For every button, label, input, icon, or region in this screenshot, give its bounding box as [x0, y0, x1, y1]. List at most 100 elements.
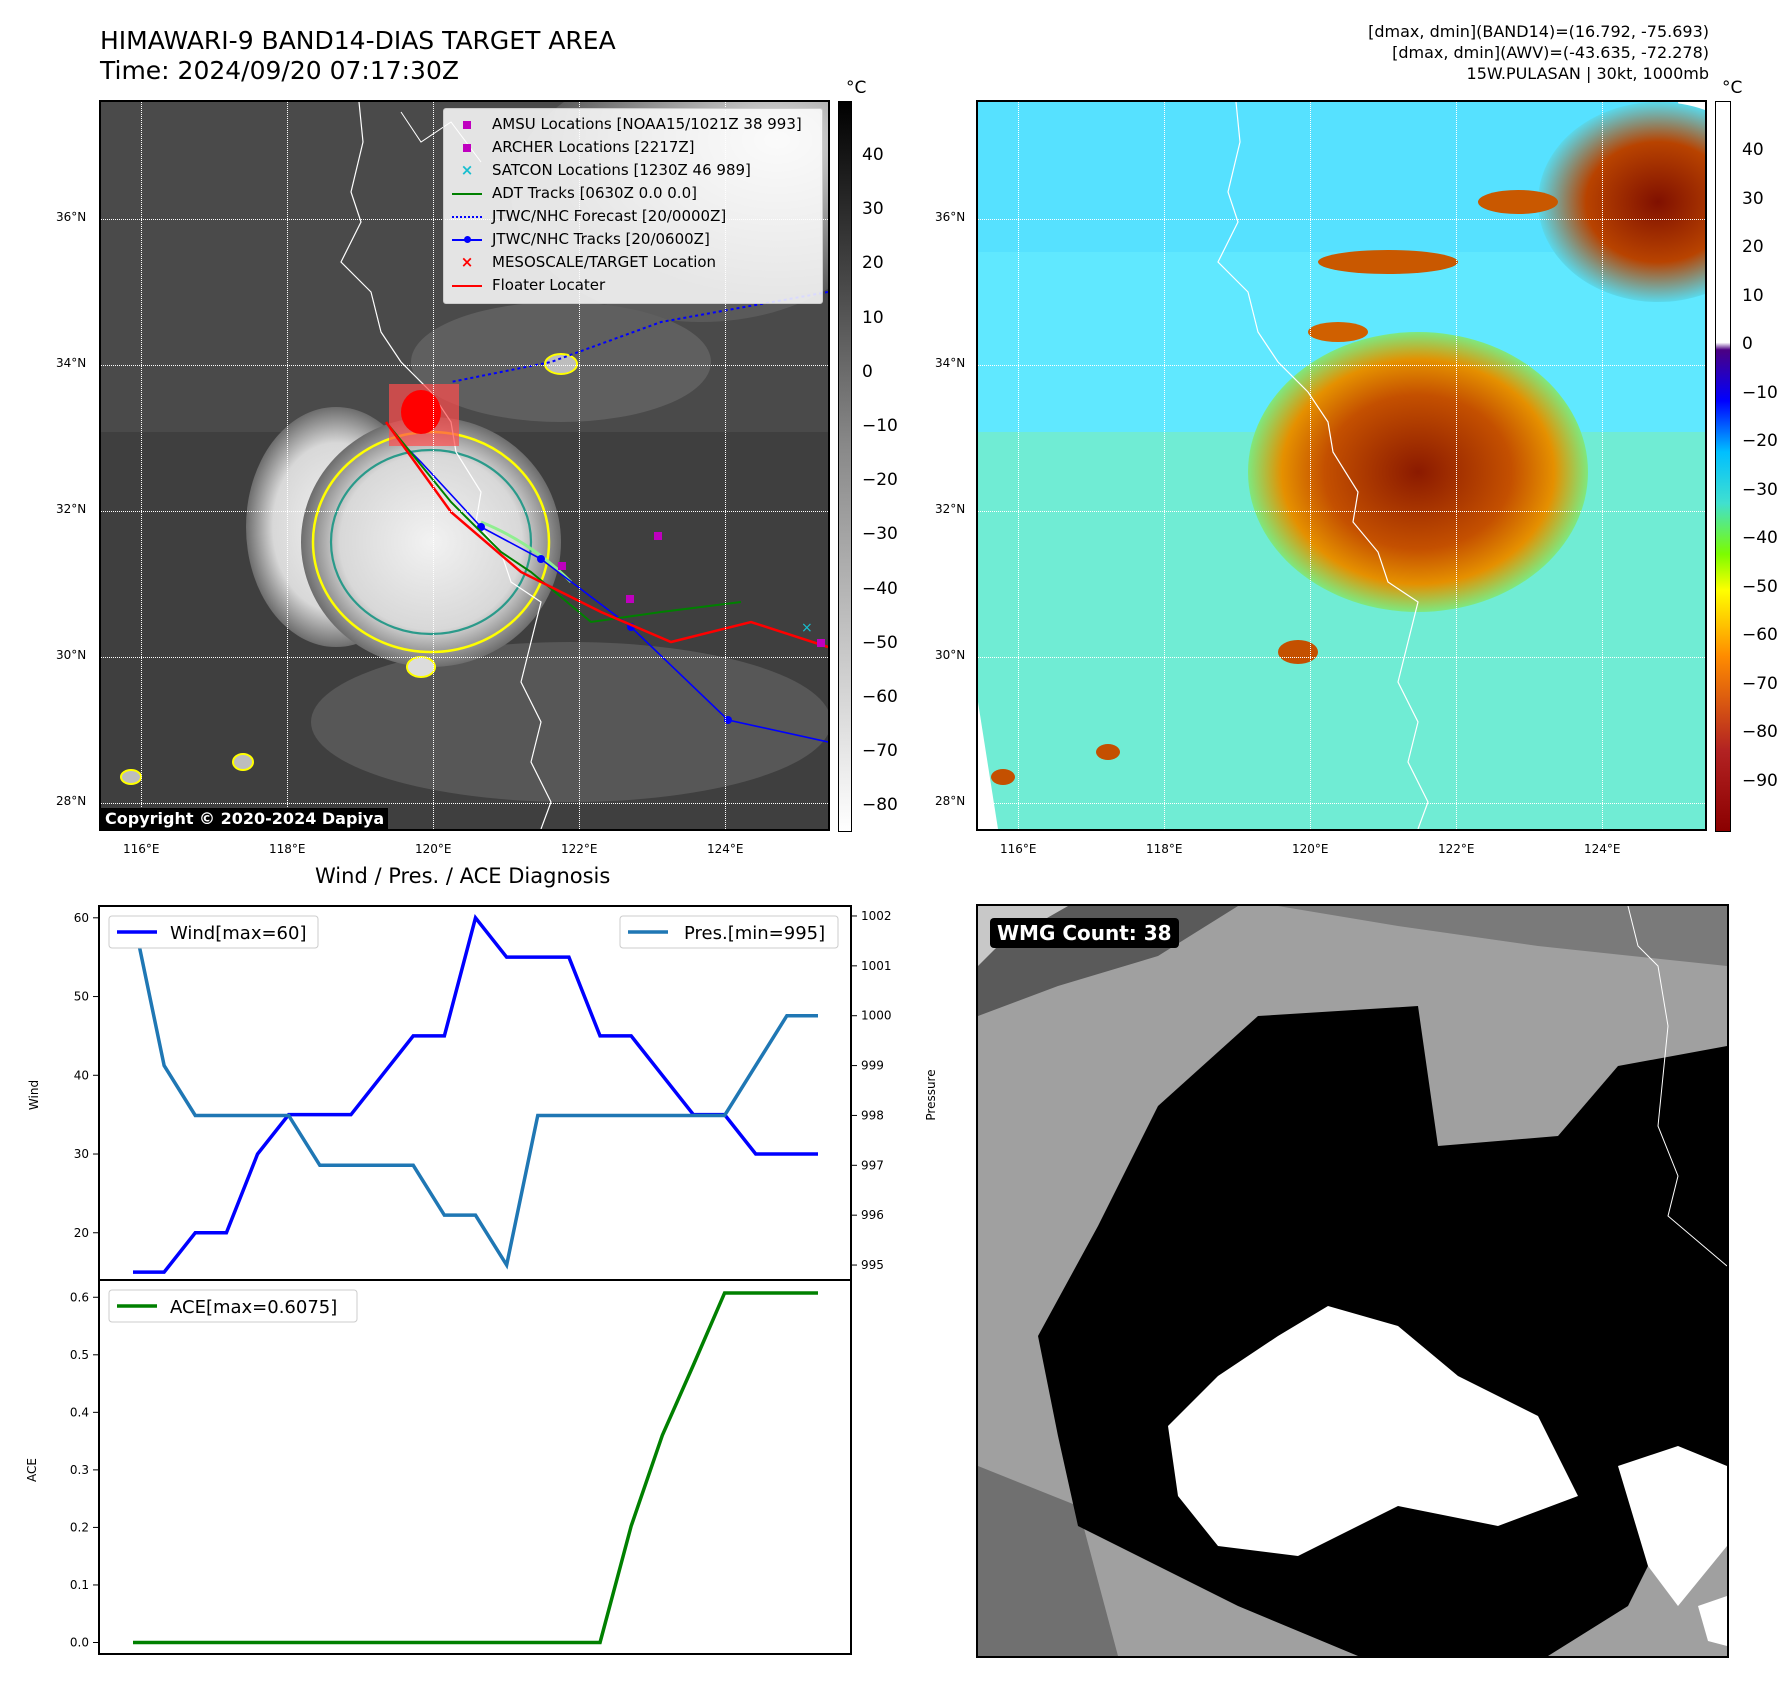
legend-item: ADT Tracks [0630Z 0.0 0.0]	[450, 183, 697, 203]
wmg-panel: WMG Count: 38	[976, 904, 1729, 1658]
wmg-count-badge: WMG Count: 38	[990, 918, 1179, 948]
legend-marker-icon	[450, 230, 484, 248]
colorbar-tick: −50	[862, 632, 898, 653]
r-lat-label-30: 30°N	[935, 648, 966, 662]
legend-label: ADT Tracks [0630Z 0.0 0.0]	[492, 184, 697, 202]
lon-label-120: 120°E	[415, 842, 452, 856]
pres-ytick-label: 997	[861, 1158, 884, 1172]
colorbar-tick: −20	[862, 470, 898, 491]
awv-map-panel	[976, 100, 1707, 831]
legend-label: AMSU Locations [NOAA15/1021Z 38 993]	[492, 115, 802, 133]
r-lat-label-28: 28°N	[935, 794, 966, 808]
colorbar-tick: 40	[1742, 140, 1764, 160]
colorbar-tick: −20	[1742, 431, 1778, 451]
wind-axis-label: Wind	[27, 1080, 41, 1110]
colorbar-tick: −70	[1742, 673, 1778, 694]
legend-item: Floater Locater	[450, 275, 605, 295]
pres-ytick-label: 1000	[861, 1009, 892, 1023]
colorbar-tick: 20	[1742, 237, 1764, 257]
wind-legend-label: Wind[max=60]	[170, 923, 307, 944]
legend-label: MESOSCALE/TARGET Location	[492, 253, 717, 271]
r-lon-label-116: 116°E	[1000, 842, 1037, 856]
gridline-r-lat-28	[978, 803, 1705, 804]
gridline-r-lon-124	[1602, 102, 1603, 829]
ace-axis-label: ACE	[25, 1458, 39, 1482]
legend-item: × SATCON Locations [1230Z 46 989]	[450, 160, 751, 180]
colorbar-tick: −10	[862, 416, 898, 436]
r-lon-label-122: 122°E	[1438, 842, 1475, 856]
legend-label: SATCON Locations [1230Z 46 989]	[492, 161, 751, 179]
wmg-image	[978, 906, 1727, 1656]
pres-ytick-label: 1001	[861, 959, 892, 973]
svg-text:×: ×	[801, 620, 813, 636]
gridline-lon-120	[433, 102, 434, 829]
gridline-lon-118	[287, 102, 288, 829]
legend-marker-icon	[450, 207, 484, 225]
colorbar-tick: 30	[1742, 188, 1764, 209]
ace-legend-box	[108, 1289, 358, 1323]
colorbar-tick: −90	[1742, 770, 1778, 791]
info-band14-range: [dmax, dmin](BAND14)=(16.792, -75.693)	[1368, 22, 1709, 41]
legend-marker-icon	[450, 115, 484, 133]
colorbar-left	[838, 101, 852, 832]
lon-label-124: 124°E	[707, 842, 744, 856]
legend-label: JTWC/NHC Forecast [20/0000Z]	[492, 207, 727, 225]
colorbar-tick: −80	[1742, 722, 1778, 742]
lat-label-30: 30°N	[56, 648, 87, 662]
pres-ytick-label: 1002	[861, 909, 892, 923]
pres-legend-label: Pres.[min=995]	[684, 923, 825, 944]
legend-marker-icon	[450, 276, 484, 294]
info-awv-range: [dmax, dmin](AWV)=(-43.635, -72.278)	[1392, 43, 1709, 62]
colorbar-tick: −30	[862, 524, 898, 545]
legend-label: JTWC/NHC Tracks [20/0600Z]	[492, 230, 710, 248]
chart-time: Time: 2024/09/20 07:17:30Z	[100, 56, 459, 85]
ace-ytick-label: 0.1	[70, 1578, 89, 1592]
lon-label-116: 116°E	[123, 842, 160, 856]
r-lat-label-34: 34°N	[935, 356, 966, 370]
diagnosis-chart: 20 30 40 50 60 995 996 997 998 999 1000 1001 1002 Win…	[25, 905, 938, 1655]
colorbar-tick: 0	[862, 361, 873, 382]
colorbar-tick: 10	[862, 307, 884, 328]
pres-ytick-label: 995	[861, 1258, 884, 1272]
ir-map-panel: × AMSU Locations [NOAA15/1021Z 38 993] AR…	[99, 100, 830, 831]
legend-item: ARCHER Locations [2217Z]	[450, 137, 695, 157]
pres-legend-box	[619, 915, 839, 949]
colorbar-tick: 10	[1742, 285, 1764, 306]
lon-label-122: 122°E	[561, 842, 598, 856]
legend-marker-icon	[450, 184, 484, 202]
wind-ytick-label: 60	[74, 911, 89, 925]
map-legend: AMSU Locations [NOAA15/1021Z 38 993] ARCH…	[443, 108, 823, 304]
lat-label-28: 28°N	[56, 794, 87, 808]
colorbar-tick: −30	[1742, 479, 1778, 500]
wind-ytick-label: 40	[74, 1068, 89, 1082]
gridline-lon-116	[141, 102, 142, 829]
r-lat-label-36: 36°N	[935, 210, 966, 224]
awv-map-image	[978, 102, 1705, 829]
lon-label-118: 118°E	[269, 842, 306, 856]
lat-label-34: 34°N	[56, 356, 87, 370]
colorbar-tick: −10	[1742, 382, 1778, 403]
colorbar-tick: −60	[862, 687, 898, 707]
pres-ytick-label: 999	[861, 1059, 884, 1073]
colorbar-tick: 20	[862, 253, 884, 274]
gridline-r-lat-34	[978, 365, 1705, 366]
r-lon-label-124: 124°E	[1584, 842, 1621, 856]
chart-title: HIMAWARI-9 BAND14-DIAS TARGET AREA	[100, 26, 616, 55]
legend-marker-icon: ×	[460, 253, 474, 271]
diagnosis-title: Wind / Pres. / ACE Diagnosis	[315, 864, 611, 888]
colorbar-right	[1715, 101, 1731, 832]
ace-ytick-label: 0.0	[70, 1635, 89, 1649]
r-lat-label-32: 32°N	[935, 502, 966, 516]
colorbar-tick: −70	[862, 741, 898, 762]
copyright-label: Copyright © 2020-2024 Dapiya	[101, 808, 389, 829]
legend-label: Floater Locater	[492, 276, 606, 294]
ace-axes-frame	[98, 1279, 852, 1655]
ace-ytick-label: 0.5	[70, 1348, 89, 1362]
gridline-r-lat-32	[978, 511, 1705, 512]
ace-ytick-label: 0.3	[70, 1463, 89, 1477]
colorbar-unit-right: °C	[1722, 78, 1743, 98]
wind-legend-box	[108, 915, 319, 949]
colorbar-tick: −60	[1742, 625, 1778, 645]
legend-item: × MESOSCALE/TARGET Location	[450, 252, 716, 272]
gridline-lat-28	[101, 803, 828, 804]
